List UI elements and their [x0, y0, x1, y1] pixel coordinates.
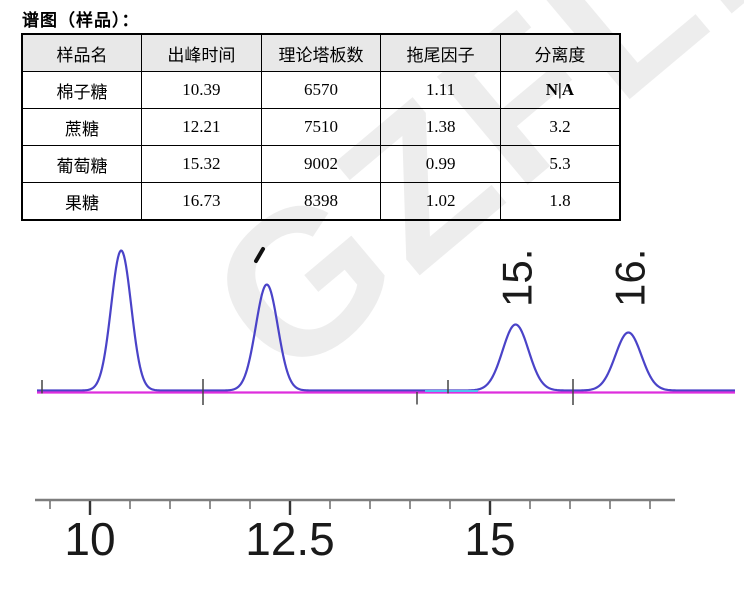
table-cell: 9002: [260, 145, 382, 183]
table-cell: 15.32: [141, 145, 262, 183]
signal-trace: [36, 249, 736, 392]
table-cell: 葡萄糖: [21, 145, 143, 183]
table-cell: 12.21: [141, 108, 262, 146]
column-header: 拖尾因子: [380, 33, 501, 72]
column-header: 出峰时间: [141, 33, 262, 72]
table-header-row: 样品名 出峰时间 理论塔板数 拖尾因子 分离度: [21, 33, 621, 72]
sample-results-table: 样品名 出峰时间 理论塔板数 拖尾因子 分离度 棉子糖 10.39 6570 1.11 N|A 蔗…: [21, 33, 621, 221]
peak-time-label: 16.: [606, 249, 653, 307]
table-cell: 1.11: [380, 71, 501, 109]
table-cell: 8398: [260, 182, 382, 221]
table-cell: N|A: [499, 71, 621, 109]
table-row: 蔗糖 12.21 7510 1.38 3.2: [21, 108, 621, 146]
table-cell: 7510: [260, 108, 382, 146]
table-cell: 1.02: [380, 182, 501, 221]
table-cell: 蔗糖: [21, 108, 143, 146]
x-axis-tick-label: 15: [464, 513, 515, 565]
table-cell: 果糖: [21, 182, 143, 221]
table-cell: 5.3: [499, 145, 621, 183]
table-body: 棉子糖 10.39 6570 1.11 N|A 蔗糖 12.21 7510 1.38 3.2 葡萄糖…: [21, 71, 621, 221]
x-axis-tick-label: 10: [64, 513, 115, 565]
column-header: 样品名: [21, 33, 143, 72]
chromatogram: 15. 16. 10 12.5 15: [35, 247, 736, 565]
table-cell: 10.39: [141, 71, 262, 109]
table-cell: 1.8: [499, 182, 621, 221]
table-row: 棉子糖 10.39 6570 1.11 N|A: [21, 71, 621, 109]
table-cell: 棉子糖: [21, 71, 143, 109]
x-axis-tick-label: 12.5: [245, 513, 335, 565]
table-row: 葡萄糖 15.32 9002 0.99 5.3: [21, 145, 621, 183]
clipped-peak-label-mark: [254, 247, 265, 263]
page-title: 谱图（样品）：: [22, 11, 140, 30]
column-header: 理论塔板数: [260, 33, 382, 72]
table-cell: 6570: [260, 71, 382, 109]
table-cell: 3.2: [499, 108, 621, 146]
table-cell: 0.99: [380, 145, 501, 183]
table-row: 果糖 16.73 8398 1.02 1.8: [21, 182, 621, 221]
peak-time-label: 15.: [494, 249, 541, 307]
column-header: 分离度: [499, 33, 621, 72]
table-cell: 16.73: [141, 182, 262, 221]
table-cell: 1.38: [380, 108, 501, 146]
